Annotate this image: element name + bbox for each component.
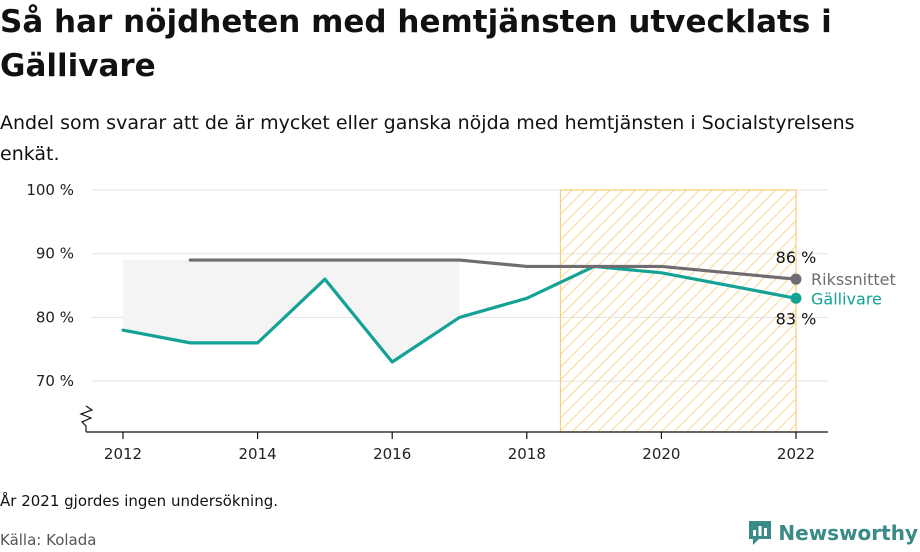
series-name-label: Rikssnittet	[811, 270, 896, 289]
x-tick-label: 2012	[104, 445, 142, 463]
y-tick-label: 90 %	[36, 245, 74, 263]
y-tick-label: 80 %	[36, 308, 74, 326]
chart-title: Så har nöjdheten med hemtjänsten utveckl…	[0, 4, 832, 84]
series-line-rikssnittet	[188, 258, 798, 281]
axis-break-marker	[79, 405, 94, 432]
y-tick-label: 100 %	[26, 181, 74, 199]
x-tick-label: 2016	[373, 445, 411, 463]
highlight-region	[559, 189, 797, 433]
series-name-label: Gällivare	[811, 289, 882, 308]
chart-source: Källa: Kolada	[0, 531, 97, 549]
newsworthy-icon	[749, 521, 772, 545]
series-end-value-label: 86 %	[776, 248, 817, 267]
chart-note: År 2021 gjordes ingen undersökning.	[0, 492, 279, 510]
brand-logo: Newsworthy	[747, 519, 918, 547]
series-end-point	[790, 273, 802, 285]
line-chart: 100 % 90 % 80 % 70 % 2012 2014 2016 2018 2020 20…	[26, 181, 896, 463]
brand-name: Newsworthy	[778, 521, 918, 545]
x-tick-label: 2014	[239, 445, 277, 463]
series-end-point	[790, 292, 802, 304]
x-tick-label: 2022	[777, 445, 815, 463]
series-end-value-label: 83 %	[776, 309, 817, 328]
y-tick-label: 70 %	[36, 372, 74, 390]
series-line-gallivare	[121, 264, 798, 364]
x-tick-label: 2020	[642, 445, 680, 463]
chart-subtitle: Andel som svarar att de är mycket eller …	[0, 112, 855, 165]
x-tick-label: 2018	[508, 445, 546, 463]
